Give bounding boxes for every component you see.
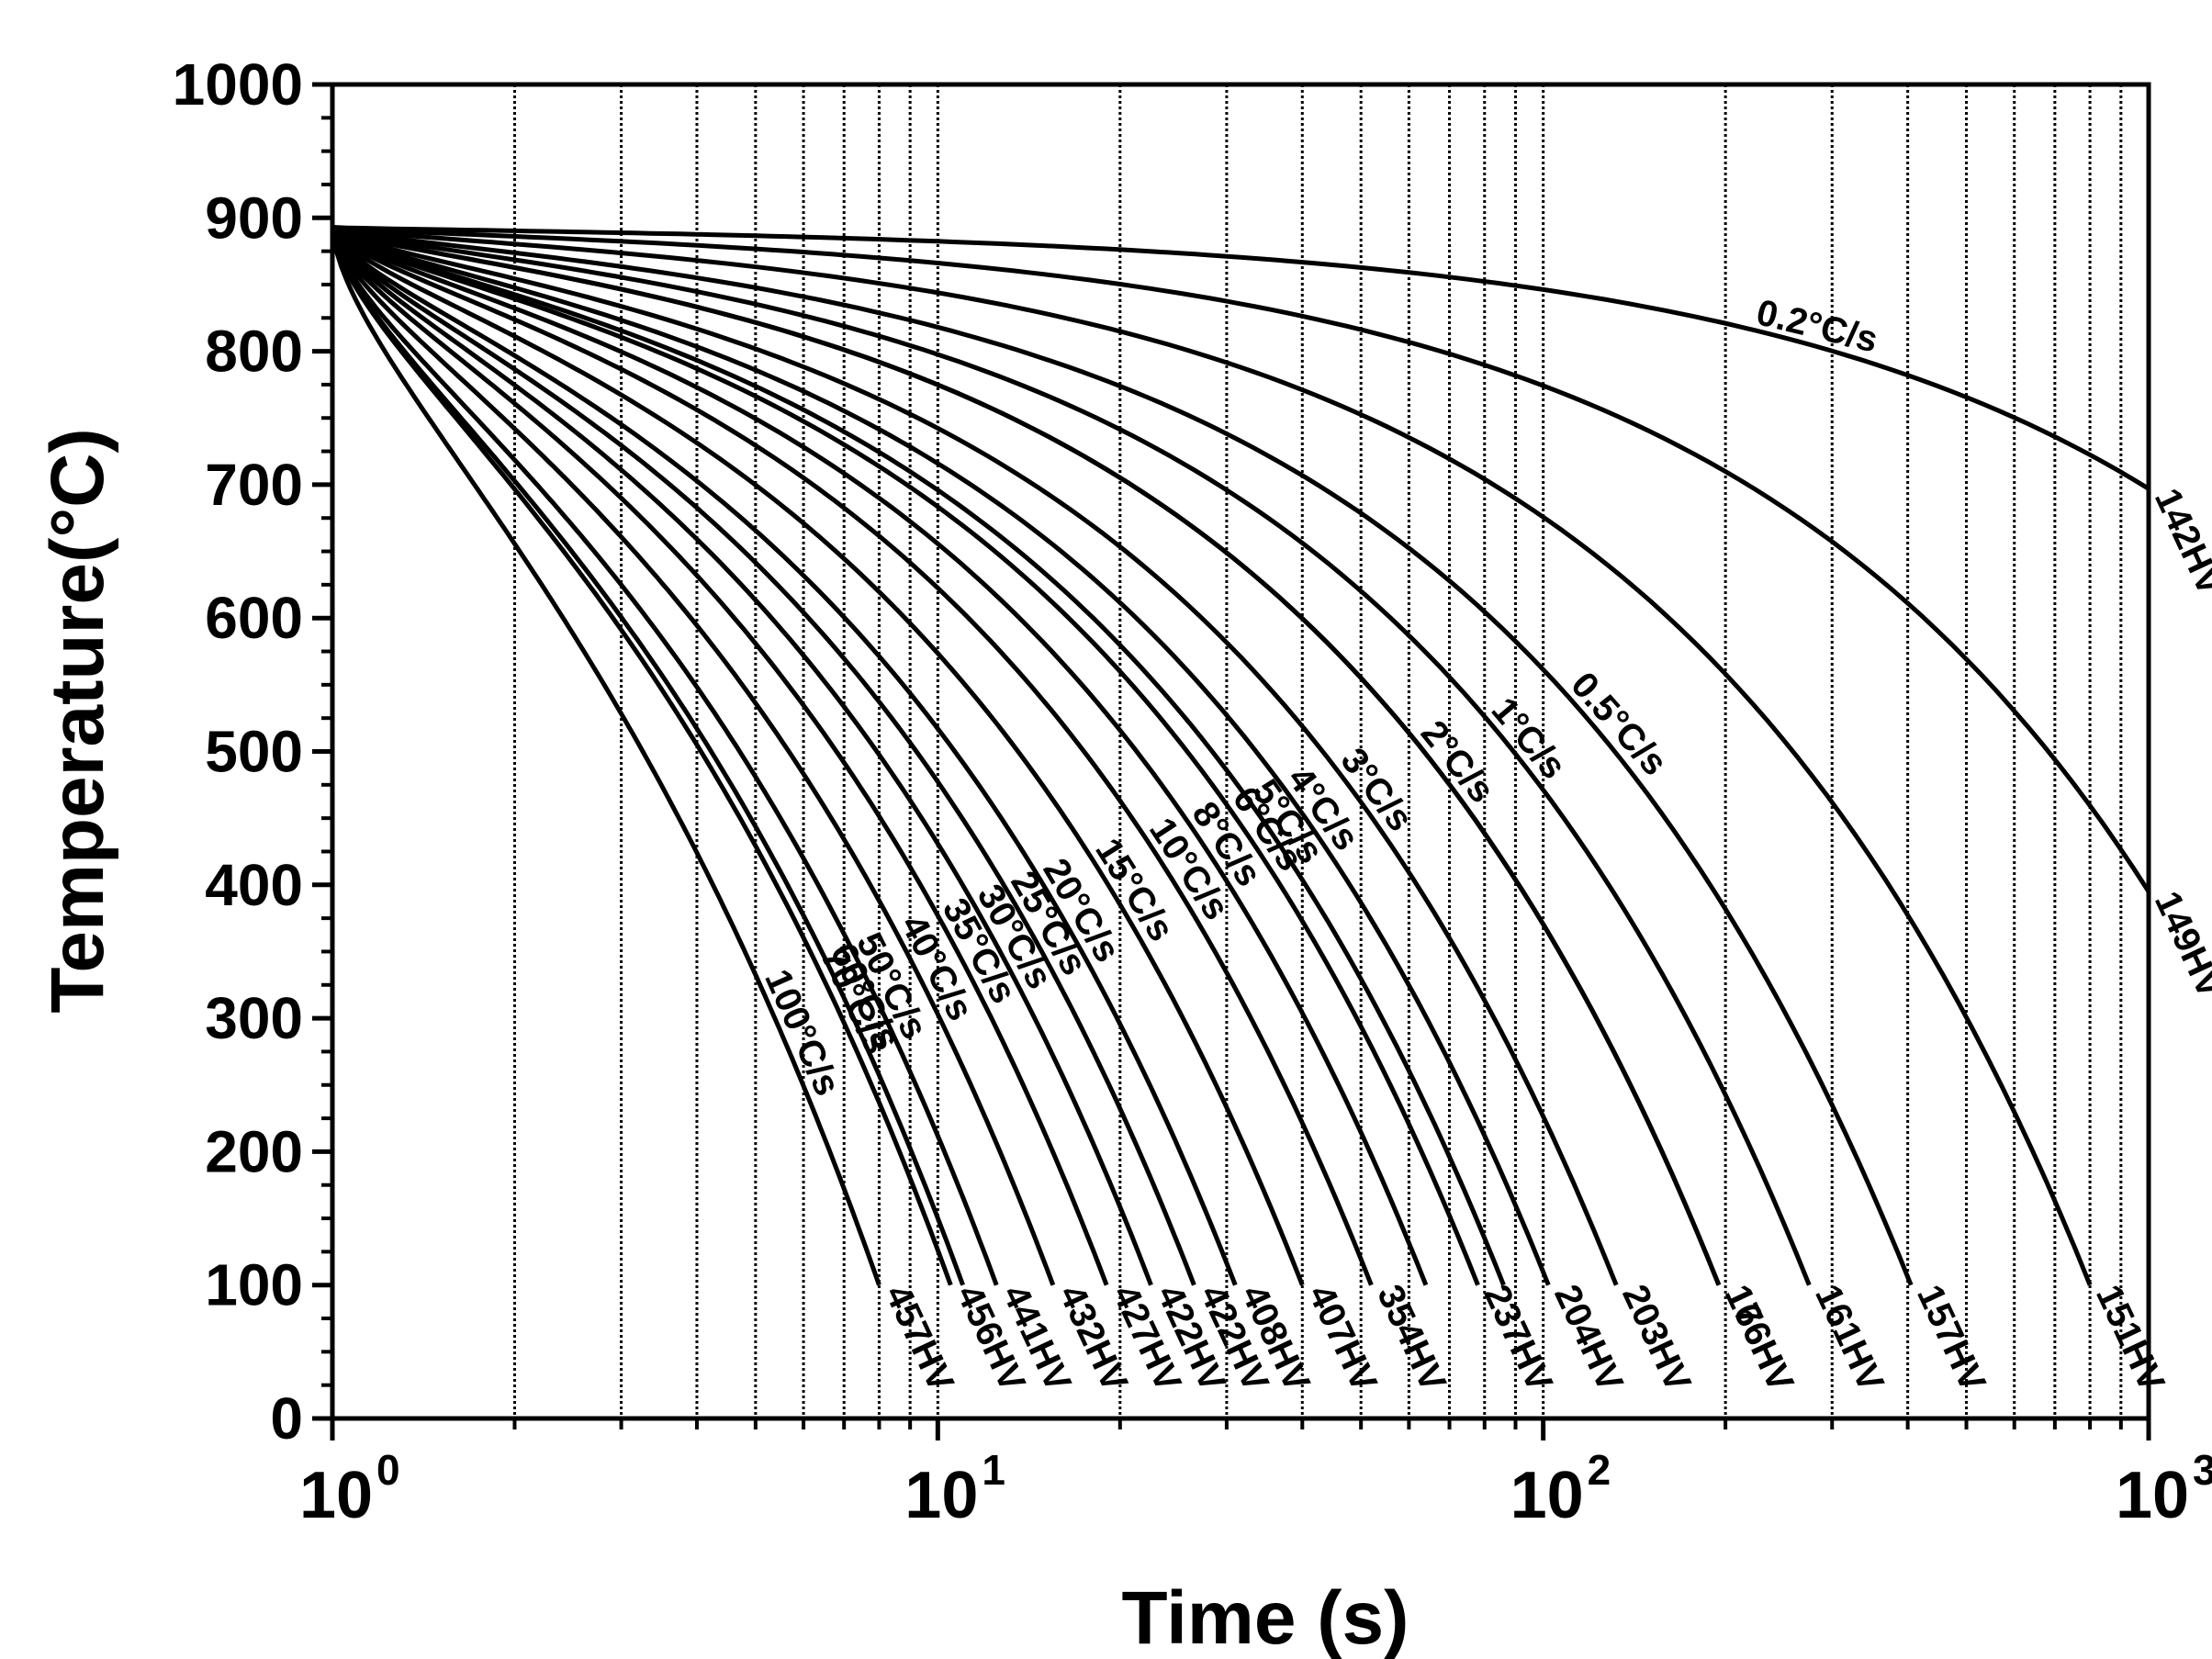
cooling-curve xyxy=(331,225,2093,1286)
y-axis-title: Temperature(°C) xyxy=(36,428,119,1013)
cooling-curve xyxy=(331,225,1914,1286)
cooling-rate-label: 0.5°C/s xyxy=(1563,665,1675,783)
y-tick-label: 600 xyxy=(205,585,303,651)
cooling-curve xyxy=(331,225,1480,1286)
cooling-curve xyxy=(330,226,1153,1286)
cooling-curve xyxy=(330,226,1196,1286)
cooling-curve xyxy=(330,226,1238,1286)
y-tick-label: 500 xyxy=(205,719,303,785)
y-tick-label: 100 xyxy=(205,1252,303,1318)
cooling-rate-label: 0.2°C/s xyxy=(1753,292,1881,360)
y-tick-label: 400 xyxy=(205,852,303,918)
cooling-curve xyxy=(331,225,1722,1286)
hardness-label: 166HV xyxy=(1717,1279,1802,1398)
y-tick-label: 0 xyxy=(270,1385,303,1452)
y-tick-label: 900 xyxy=(205,185,303,251)
x-tick-exponent: 3 xyxy=(2193,1446,2212,1494)
cooling-curve xyxy=(330,226,953,1286)
hardness-label: 161HV xyxy=(1807,1279,1892,1398)
hardness-label: 157HV xyxy=(1909,1279,1993,1398)
cooling-curve xyxy=(330,226,1056,1286)
x-tick-label: 10 xyxy=(2116,1459,2189,1532)
x-tick-exponent: 0 xyxy=(376,1446,400,1494)
y-tick-label: 200 xyxy=(205,1118,303,1184)
cooling-curve xyxy=(331,225,1374,1286)
cooling-curve xyxy=(331,225,1429,1286)
cooling-curve xyxy=(331,225,2150,491)
hardness-label: 457HV xyxy=(877,1279,961,1398)
cooling-curve xyxy=(331,225,1619,1286)
hardness-label: 151HV xyxy=(2088,1279,2173,1398)
y-tick-label: 800 xyxy=(205,319,303,385)
y-tick-label: 1000 xyxy=(173,51,303,118)
x-tick-label: 10 xyxy=(299,1459,373,1532)
cooling-curve xyxy=(330,226,999,1286)
x-tick-label: 10 xyxy=(1510,1459,1584,1532)
x-tick-exponent: 1 xyxy=(982,1446,1005,1494)
cooling-curve xyxy=(331,225,1506,1286)
x-tick-label: 10 xyxy=(904,1459,978,1532)
cooling-curve xyxy=(330,226,1305,1286)
y-tick-label: 300 xyxy=(205,985,303,1051)
cooling-curve xyxy=(331,225,1812,1286)
x-tick-exponent: 2 xyxy=(1588,1446,1611,1494)
hardness-label: 149HV xyxy=(2147,885,2212,1004)
y-tick-label: 700 xyxy=(205,452,303,518)
cooling-curves xyxy=(330,225,2151,1286)
x-axis-title: Time (s) xyxy=(1122,1576,1409,1659)
cooling-curve xyxy=(330,226,965,1286)
grid-lines xyxy=(512,84,2123,1418)
cooling-curve xyxy=(331,225,2151,893)
cooling-curve xyxy=(331,225,1551,1286)
cooling-curve xyxy=(330,227,881,1286)
hardness-label: 142HV xyxy=(2147,483,2212,602)
cooling-curve xyxy=(330,226,1109,1286)
